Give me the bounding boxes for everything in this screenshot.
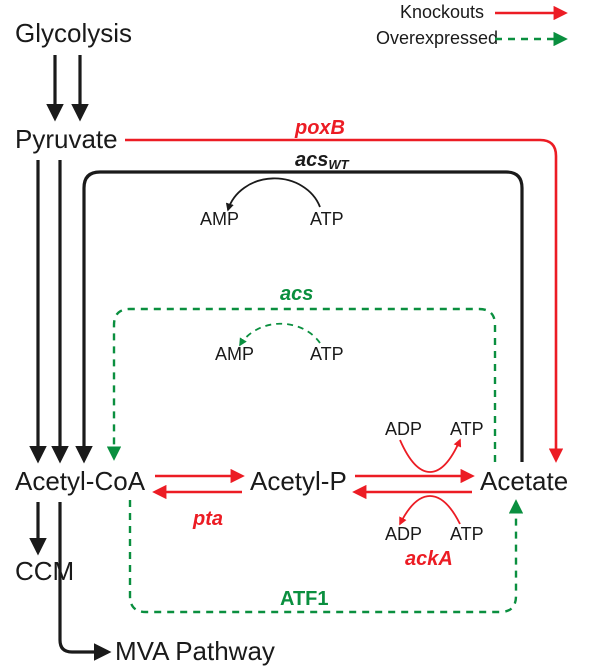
gene-acs-wt-sub: WT	[328, 157, 349, 172]
edge-acsWT-cofactor	[228, 178, 320, 210]
legend: Knockouts Overexpressed	[376, 2, 565, 48]
nodes: Glycolysis Pyruvate Acetyl-CoA Acetyl-P …	[15, 18, 568, 666]
node-acetate: Acetate	[480, 466, 568, 496]
node-mva: MVA Pathway	[115, 636, 275, 666]
label-atp-l: ATP	[450, 524, 484, 544]
label-adp-u: ADP	[385, 419, 422, 439]
label-atp-u: ATP	[450, 419, 484, 439]
label-amp-wt: AMP	[200, 209, 239, 229]
node-ccm: CCM	[15, 556, 74, 586]
label-adp-l: ADP	[385, 524, 422, 544]
gene-acs-wt: acsWT	[295, 149, 350, 172]
gene-ATF1: ATF1	[280, 588, 329, 610]
gene-ackA: ackA	[405, 548, 453, 570]
legend-knockouts-label: Knockouts	[400, 2, 484, 22]
label-amp-g: AMP	[215, 344, 254, 364]
edge-ackA-lower	[400, 496, 460, 524]
gene-pta: pta	[192, 508, 223, 530]
edge-acs-green-cofactor	[240, 324, 320, 345]
legend-overexpressed-label: Overexpressed	[376, 28, 498, 48]
gene-poxB: poxB	[294, 117, 345, 139]
gene-acs-green: acs	[280, 283, 313, 305]
edge-acs-green	[114, 309, 495, 462]
node-glycolysis: Glycolysis	[15, 18, 132, 48]
label-atp-wt: ATP	[310, 209, 344, 229]
edge-poxB	[125, 140, 556, 460]
label-atp-g: ATP	[310, 344, 344, 364]
gene-acs-wt-main: acs	[295, 149, 328, 171]
node-acetylp: Acetyl-P	[250, 466, 347, 496]
node-acetylcoa: Acetyl-CoA	[15, 466, 146, 496]
node-pyruvate: Pyruvate	[15, 124, 118, 154]
edge-ackA-upper	[400, 440, 460, 472]
